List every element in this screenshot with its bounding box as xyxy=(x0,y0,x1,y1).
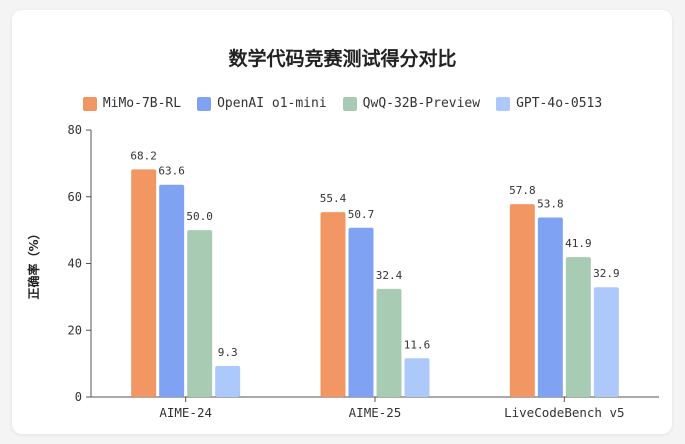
chart-title: 数学代码竞赛测试得分对比 xyxy=(228,48,457,70)
legend-label: MiMo-7B-RL xyxy=(102,96,182,111)
y-tick-label: 60 xyxy=(68,190,82,204)
legend-swatch xyxy=(82,96,97,111)
data-label: 32.4 xyxy=(376,269,403,282)
x-tick-label: AIME-24 xyxy=(159,405,212,420)
bar xyxy=(593,287,619,397)
legend-swatch xyxy=(342,96,357,111)
bar xyxy=(537,217,563,397)
legend: MiMo-7B-RL OpenAI o1-mini QwQ-32B-Previe… xyxy=(0,96,685,111)
x-tick-label: LiveCodeBench v5 xyxy=(504,405,624,420)
data-label: 50.0 xyxy=(186,210,213,223)
y-tick-label: 0 xyxy=(75,390,82,404)
bar xyxy=(159,184,185,397)
y-tick-label: 20 xyxy=(68,323,82,337)
legend-label: QwQ-32B-Preview xyxy=(362,96,481,111)
y-tick-label: 80 xyxy=(68,123,82,137)
y-tick-label: 40 xyxy=(68,257,82,271)
data-label: 11.6 xyxy=(404,338,431,351)
legend-swatch xyxy=(197,96,212,111)
bar xyxy=(320,212,346,397)
legend-swatch xyxy=(496,96,511,111)
bar xyxy=(565,257,591,397)
legend-item-o1-mini: OpenAI o1-mini xyxy=(197,96,327,111)
bar xyxy=(348,227,374,397)
data-label: 9.3 xyxy=(218,346,238,359)
legend-item-gpt4o: GPT-4o-0513 xyxy=(496,96,602,111)
data-label: 32.9 xyxy=(593,267,620,280)
bar xyxy=(215,365,241,397)
bar xyxy=(187,230,213,397)
legend-label: GPT-4o-0513 xyxy=(516,96,603,111)
data-label: 50.7 xyxy=(348,208,375,221)
data-label: 41.9 xyxy=(565,237,592,250)
data-label: 63.6 xyxy=(158,165,185,178)
data-label: 55.4 xyxy=(320,192,347,205)
legend-item-mimo: MiMo-7B-RL xyxy=(82,96,182,111)
data-label: 68.2 xyxy=(130,149,157,162)
legend-label: OpenAI o1-mini xyxy=(217,96,327,111)
legend-item-qwq: QwQ-32B-Preview xyxy=(342,96,481,111)
data-label: 57.8 xyxy=(509,184,536,197)
x-tick-label: AIME-25 xyxy=(349,405,402,420)
bar xyxy=(376,288,402,397)
bar xyxy=(404,358,430,397)
data-label: 53.8 xyxy=(537,197,564,210)
y-axis-label: 正确率（%） xyxy=(26,227,41,299)
bar xyxy=(509,204,535,397)
bar xyxy=(131,169,157,397)
